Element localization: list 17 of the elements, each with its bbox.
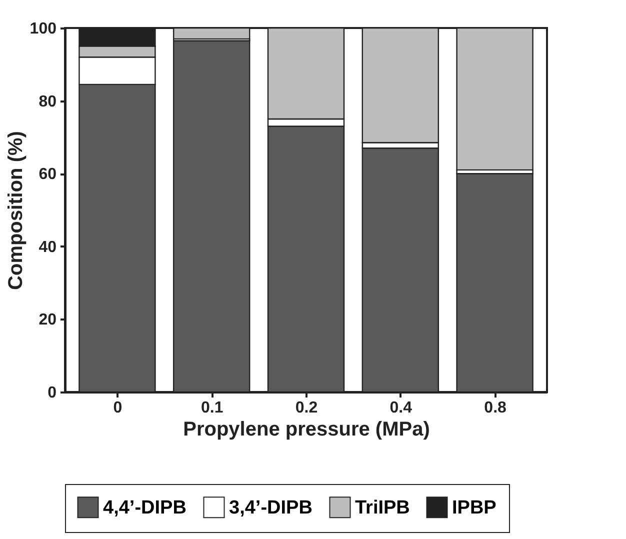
- legend-label: 3,4’-DIPB: [229, 497, 312, 518]
- y-axis-title: Composition (%): [4, 131, 27, 290]
- y-tick-label: 60: [38, 166, 57, 184]
- x-axis-title: Propylene pressure (MPa): [183, 418, 430, 440]
- x-tick-label: 0.4: [390, 400, 412, 416]
- y-tick-label: 20: [38, 312, 57, 329]
- legend-label: TriIPB: [355, 497, 410, 518]
- y-tick-label: 80: [38, 93, 57, 110]
- x-tick-label: 0.2: [295, 400, 318, 416]
- y-tick-label: 100: [30, 20, 57, 38]
- x-tick-label: 0: [113, 400, 122, 416]
- legend-label: 4,4’-DIPB: [103, 497, 186, 518]
- x-tick-label: 0.1: [200, 400, 224, 416]
- y-tick-label: 40: [38, 238, 57, 256]
- x-tick-label: 0.8: [484, 400, 507, 416]
- legend-label: IPBP: [452, 497, 497, 518]
- y-tick-label: 0: [48, 384, 57, 402]
